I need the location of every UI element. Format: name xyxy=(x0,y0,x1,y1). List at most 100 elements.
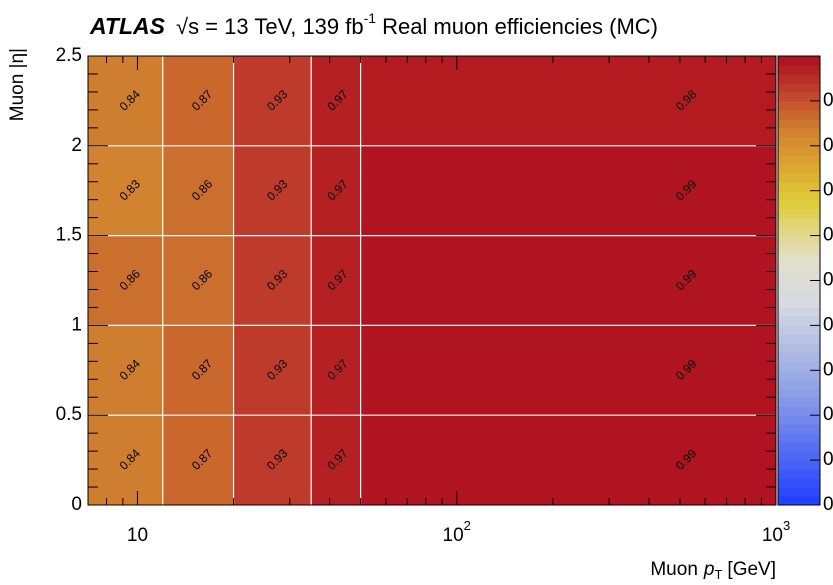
colorbar-tick-label: 0.4 xyxy=(823,314,833,335)
colorbar-band xyxy=(778,82,820,93)
x-label-var: p xyxy=(703,559,715,580)
colorbar-band xyxy=(778,64,820,75)
colorbar-band xyxy=(778,190,820,201)
colorbar-band xyxy=(778,244,820,255)
colorbar-band xyxy=(778,271,820,281)
colorbar-band xyxy=(778,289,820,299)
colorbar-band xyxy=(778,56,820,66)
heatmap-cell xyxy=(311,415,361,505)
heatmap-cell xyxy=(162,145,234,236)
colorbar-band xyxy=(778,280,820,290)
x-tick-label: 102 xyxy=(443,518,471,546)
colorbar-band xyxy=(778,208,820,219)
y-tick-label: 2 xyxy=(71,135,82,156)
colorbar-band xyxy=(778,91,820,102)
colorbar-band xyxy=(778,100,820,111)
colorbar-band xyxy=(778,352,820,362)
colorbar-band xyxy=(778,118,820,129)
heatmap-cell xyxy=(88,415,163,505)
colorbar-band xyxy=(778,172,820,183)
colorbar-band xyxy=(778,73,820,84)
colorbar-band xyxy=(778,397,820,407)
heatmap-cell xyxy=(162,235,234,326)
colorbar-band xyxy=(778,469,820,479)
colorbar-tick-label: 0.3 xyxy=(823,359,833,380)
x-tick-base: 10 xyxy=(127,525,148,546)
colorbar-band xyxy=(778,145,820,156)
heatmap-cell xyxy=(162,325,234,416)
colorbar-band xyxy=(778,379,820,389)
colorbar-band xyxy=(778,370,820,380)
colorbar-band xyxy=(778,181,820,192)
colorbar-band xyxy=(778,424,820,434)
colorbar-band xyxy=(778,460,820,470)
colorbar-band xyxy=(778,262,820,273)
colorbar-band xyxy=(778,127,820,138)
colorbar-band xyxy=(778,307,820,317)
colorbar-tick-label: 0.9 xyxy=(823,90,833,111)
colorbar-band xyxy=(778,406,820,416)
colorbar-band xyxy=(778,415,820,425)
colorbar-band xyxy=(778,388,820,398)
x-label-unit: [GeV] xyxy=(727,559,776,580)
colorbar-band xyxy=(778,163,820,174)
colorbar-band xyxy=(778,316,820,326)
heatmap-cell xyxy=(233,235,312,326)
heatmap-cell xyxy=(360,56,776,146)
heatmap-cell xyxy=(233,415,312,505)
colorbar-tick-label: 0.8 xyxy=(823,135,833,156)
colorbar-band xyxy=(778,487,820,497)
colorbar-tick-label: 0.1 xyxy=(823,449,833,470)
colorbar-band xyxy=(778,451,820,461)
title-rest: Real muon efficiencies (MC) xyxy=(382,14,658,39)
colorbar-tick-label: 0.2 xyxy=(823,404,833,425)
heatmap-cell xyxy=(360,415,776,505)
colorbar-band xyxy=(778,136,820,147)
colorbar-band xyxy=(778,325,820,335)
colorbar-tick-label: 0.6 xyxy=(823,225,833,246)
heatmap-cell xyxy=(360,325,776,416)
heatmap-cell xyxy=(88,235,163,326)
colorbar-tick-label: 0.7 xyxy=(823,180,833,201)
x-tick-exp: 2 xyxy=(464,518,471,533)
colorbar-band xyxy=(778,334,820,344)
heatmap-cell xyxy=(233,325,312,416)
colorbar-band xyxy=(778,496,820,506)
heatmap-cell xyxy=(311,56,361,146)
heatmap-cell xyxy=(233,145,312,236)
y-tick-label: 1.5 xyxy=(56,225,82,246)
colorbar-tick-label: 0 xyxy=(823,494,833,515)
heatmap-cell xyxy=(162,56,234,146)
colorbar-band xyxy=(778,343,820,353)
x-tick-base: 10 xyxy=(762,525,783,546)
x-axis-label: Muon pT [GeV] xyxy=(650,559,776,582)
heatmap-cell xyxy=(311,145,361,236)
plot-frame xyxy=(87,55,777,506)
colorbar-band xyxy=(778,478,820,488)
x-tick-base: 10 xyxy=(443,525,464,546)
y-tick-label: 0.5 xyxy=(56,404,82,425)
y-tick-label: 1 xyxy=(71,314,82,335)
colorbar-band xyxy=(778,253,820,264)
heatmap-cell xyxy=(88,56,163,146)
colorbar-band xyxy=(778,109,820,120)
title-text: √s = 13 TeV, 139 fb xyxy=(176,14,364,39)
heatmap-cell xyxy=(311,235,361,326)
heatmap-cell xyxy=(233,56,312,146)
colorbar-band xyxy=(778,154,820,165)
y-tick-label: 0 xyxy=(71,494,82,515)
colorbar-band xyxy=(778,199,820,210)
colorbar-band xyxy=(778,217,820,228)
y-axis-label: Muon |η| xyxy=(7,48,28,121)
chart-title: √s = 13 TeV, 139 fb-1 Real muon efficienc… xyxy=(176,10,658,39)
colorbar-band xyxy=(778,433,820,443)
x-tick-label: 103 xyxy=(762,518,790,546)
x-tick-exp: 3 xyxy=(783,518,790,533)
x-tick-label: 10 xyxy=(127,525,148,546)
experiment-label: ATLAS xyxy=(89,13,166,39)
heatmap-cell xyxy=(360,145,776,236)
heatmap-cell xyxy=(360,235,776,326)
colorbar-tick-label: 0.5 xyxy=(823,270,833,291)
heatmap-cell xyxy=(162,415,234,505)
